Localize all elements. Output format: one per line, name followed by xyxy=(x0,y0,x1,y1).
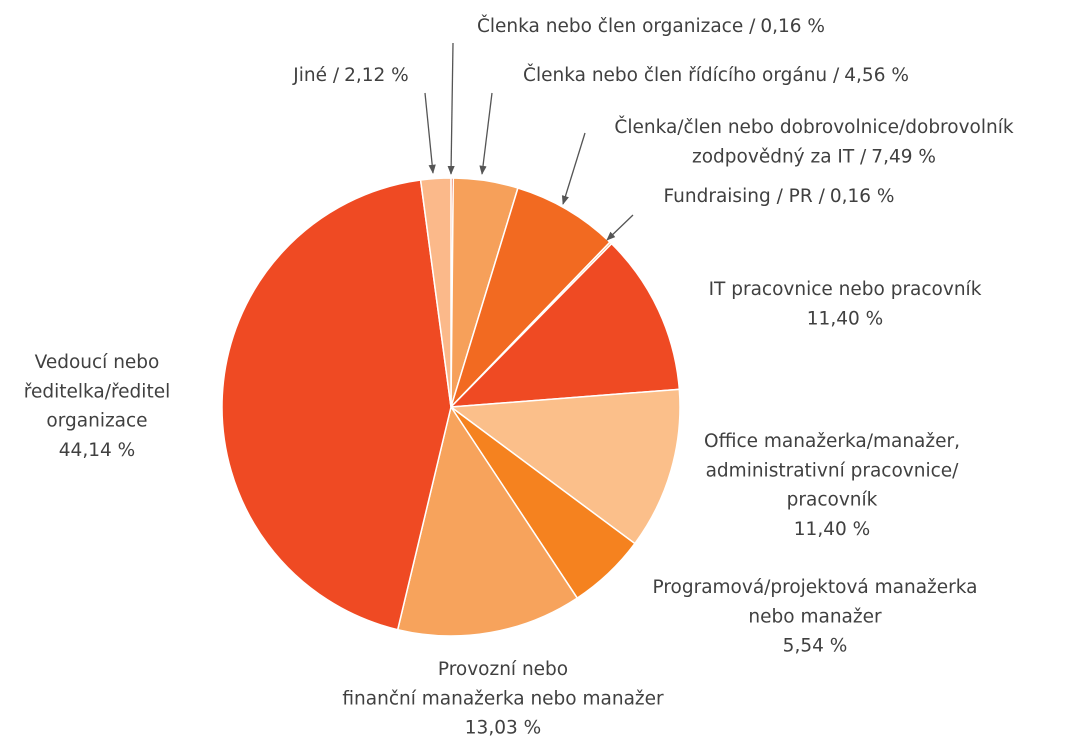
category-label: IT pracovnice nebo pracovník xyxy=(709,279,982,300)
leader-line xyxy=(561,132,586,205)
slice-label: nebo manažer xyxy=(748,606,882,627)
category-label: Členka nebo člen organizace / xyxy=(477,15,756,37)
pie-slice xyxy=(449,242,681,408)
pie-slice xyxy=(221,179,452,631)
category-label: organizace xyxy=(46,411,147,432)
category-label: finanční manažerka nebo manažer xyxy=(342,688,664,709)
value-label: 0,16 % xyxy=(830,186,895,207)
value-label: 11,40 % xyxy=(807,308,883,329)
slice-label: Office manažerka/manažer, xyxy=(704,431,960,452)
category-label: Členka nebo člen řídícího orgánu / xyxy=(523,64,840,86)
slice-label: Členka/člen nebo dobrovolnice/dobrovolní… xyxy=(614,116,1013,138)
category-label: Fundraising / PR / xyxy=(664,186,826,207)
pie-slice xyxy=(419,177,452,408)
slice-label: IT pracovnice nebo pracovník xyxy=(709,279,982,300)
value-label: 4,56 % xyxy=(844,65,909,86)
category-label: ředitelka/ředitel xyxy=(24,381,170,402)
slice-label: pracovník xyxy=(787,490,878,511)
leader-line xyxy=(447,42,455,175)
slice-label: Vedoucí nebo xyxy=(35,352,160,373)
value-label: 5,54 % xyxy=(783,636,848,657)
value-label: 13,03 % xyxy=(465,718,541,739)
category-label: Programová/projektová manažerka xyxy=(653,577,978,598)
category-label: Jiné / xyxy=(292,65,340,86)
slice-label: Členka nebo člen organizace /0,16 % xyxy=(477,15,825,37)
slice-label: Provozní nebo xyxy=(438,659,568,680)
value-label: 11,40 % xyxy=(794,519,870,540)
value-label: 44,14 % xyxy=(59,440,135,461)
slice-label: Programová/projektová manažerka xyxy=(653,577,978,598)
category-label: Office manažerka/manažer, xyxy=(704,431,960,452)
slice-label: Fundraising / PR /0,16 % xyxy=(664,186,895,207)
leader-lines xyxy=(424,42,634,241)
leader-line xyxy=(479,92,493,175)
pie-slice xyxy=(448,388,681,545)
slice-label: Jiné /2,12 % xyxy=(292,65,408,86)
value-label: 0,16 % xyxy=(760,16,825,37)
category-label: Provozní nebo xyxy=(438,659,568,680)
slice-label: administrativní pracovnice/ xyxy=(706,460,960,481)
slice-label: zodpovědný za IT /7,49 % xyxy=(692,146,936,167)
slice-label: finanční manažerka nebo manažer xyxy=(342,688,664,709)
slice-label: Členka nebo člen řídícího orgánu /4,56 % xyxy=(523,64,909,86)
pie xyxy=(221,177,681,637)
pie-slice xyxy=(396,405,579,637)
category-label: nebo manažer xyxy=(748,606,882,627)
leader-line xyxy=(606,214,634,241)
category-label: pracovník xyxy=(787,490,878,511)
slice-label: organizace xyxy=(46,411,147,432)
labels: Členka nebo člen organizace /0,16 %Členk… xyxy=(24,15,1014,739)
category-label: administrativní pracovnice/ xyxy=(706,460,960,481)
leader-line xyxy=(424,92,436,174)
category-label: zodpovědný za IT / xyxy=(692,146,867,167)
value-label: 2,12 % xyxy=(344,65,409,86)
value-label: 7,49 % xyxy=(871,146,936,167)
pie-slice xyxy=(450,187,612,408)
category-label: Členka/člen nebo dobrovolnice/dobrovolní… xyxy=(614,116,1013,138)
category-label: Vedoucí nebo xyxy=(35,352,160,373)
slice-label: ředitelka/ředitel xyxy=(24,381,170,402)
